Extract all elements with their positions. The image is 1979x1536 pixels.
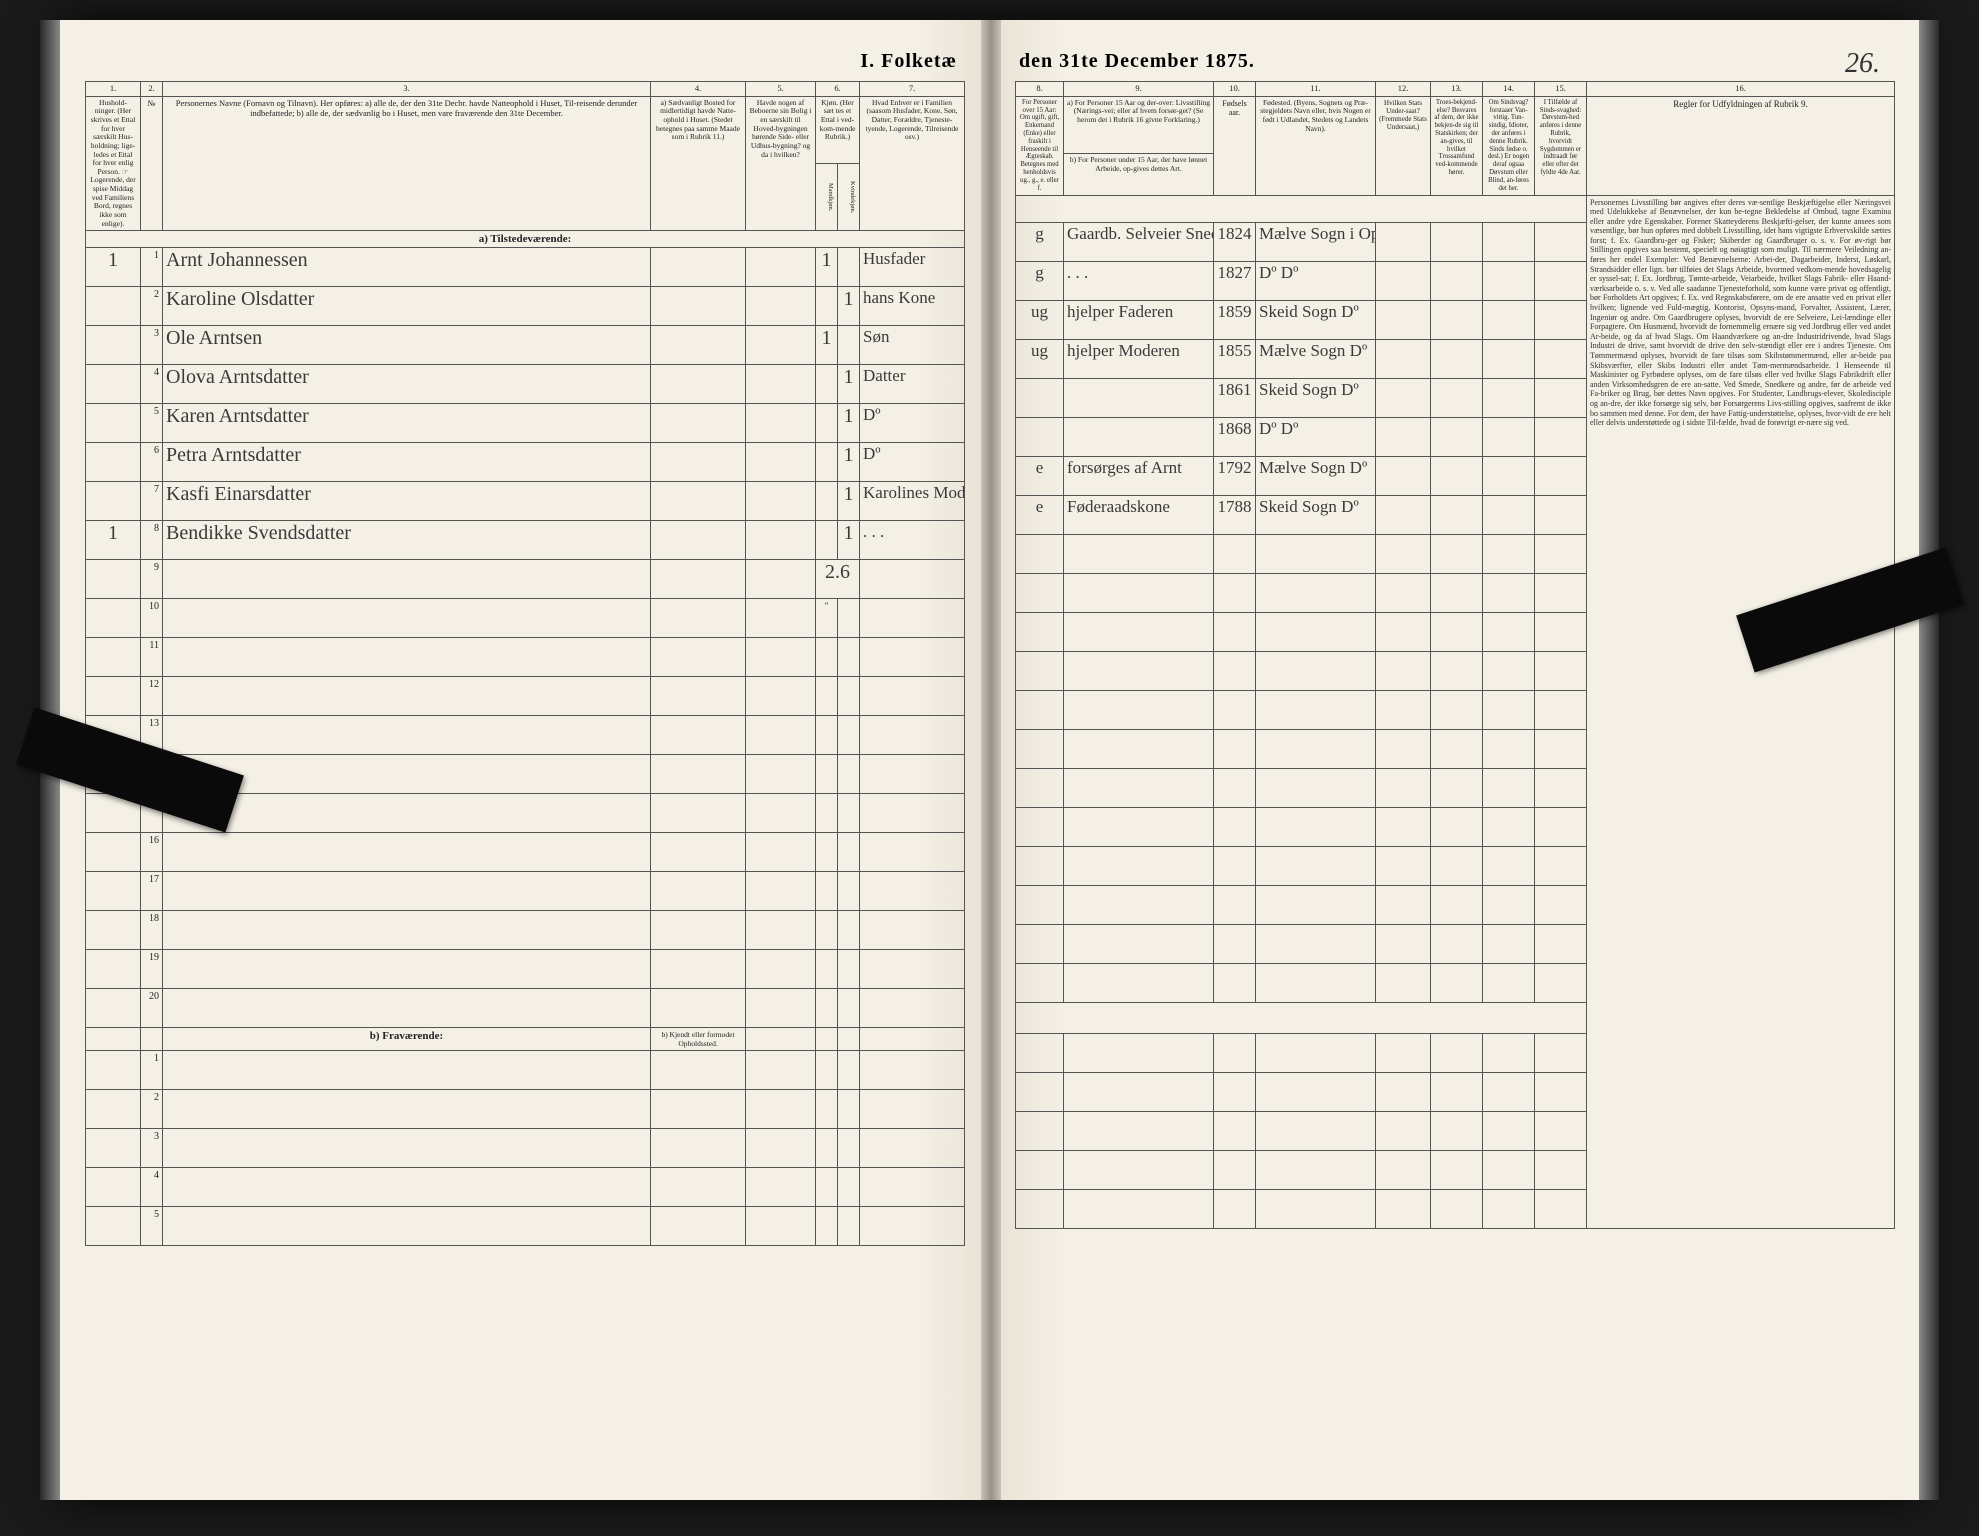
table-row: 19 [86, 950, 965, 989]
table-row: 1 1 Arnt Johannessen 1 Husfader [86, 248, 965, 287]
hdr-kjon: Kjøn. (Her sæt tes et Ettal i ved-kom-me… [816, 96, 860, 163]
page-number: 26. [1845, 48, 1880, 80]
hdr-household: Hushold- ninger. (Her skrives et Ettal f… [86, 96, 141, 230]
table-row: 12 [86, 677, 965, 716]
table-row: 1 [86, 1051, 965, 1090]
table-row: 10" [86, 599, 965, 638]
hdr-livsstilling-b: b) For Personer under 15 Aar, der have l… [1064, 154, 1214, 195]
right-page: 26. den 31te December 1875. 8. 9. 10. 11… [990, 20, 1920, 1500]
table-row: 3 Ole Arntsen 1 Søn [86, 326, 965, 365]
section-b-row: b) Fraværende: b) Kjendt eller formodet … [86, 1028, 965, 1051]
hdr-num: № [141, 96, 163, 230]
census-table-left: 1. 2. 3. 4. 5. 6. 7. Hushold- ninger. (H… [85, 81, 965, 1246]
table-row: 6 Petra Arntsdatter 1 Dº [86, 443, 965, 482]
hdr-marital: For Personer over 15 Aar: Om ugift, gift… [1016, 96, 1064, 195]
hdr-kvinde: Kvindekjøn. [838, 164, 860, 231]
table-row: 18 [86, 911, 965, 950]
table-row: 2 [86, 1090, 965, 1129]
hdr-regler: Regler for Udfyldningen af Rubrik 9. [1587, 96, 1895, 195]
census-ledger-spread: I. Folketæ 1. 2. 3. 4. 5. 6. 7. [60, 20, 1920, 1500]
hdr-familie: Hvad Enhver er i Familien (saasom Husfad… [860, 96, 965, 230]
table-row: 4 Olova Arntsdatter 1 Datter [86, 365, 965, 404]
header-row: For Personer over 15 Aar: Om ugift, gift… [1016, 96, 1895, 153]
table-row: 2 Karoline Olsdatter 1 hans Kone [86, 287, 965, 326]
rules-text: Personernes Livsstilling bør angives eft… [1587, 195, 1895, 1228]
hdr-livsstilling-a: a) For Personer 15 Aar og der-over: Livs… [1064, 96, 1214, 153]
title-left: I. Folketæ [85, 50, 965, 73]
hdr-sindsvaghed: I Tilfælde af Sinds-svaghed: Døvstum-hed… [1535, 96, 1587, 195]
table-row: 92.6 [86, 560, 965, 599]
table-row: 20 [86, 989, 965, 1028]
table-row: 1 8 Bendikke Svendsdatter 1 . . . [86, 521, 965, 560]
table-row: 13 [86, 716, 965, 755]
table-row: 5 [86, 1207, 965, 1246]
colnum-row: 1. 2. 3. 4. 5. 6. 7. [86, 82, 965, 97]
hdr-bolig: Havde nogen af Beboerne sin Bolig i en s… [746, 96, 816, 230]
table-row: 4 [86, 1168, 965, 1207]
title-right: den 31te December 1875. [1015, 50, 1895, 73]
table-row: 16 [86, 833, 965, 872]
table-row: 7 Kasfi Einarsdatter 1 Karolines Moder [86, 482, 965, 521]
hdr-fodested: Fødested. (Byens, Sognets og Præ-stegjel… [1256, 96, 1376, 195]
hdr-troes: Troes-bekjend-else? Besvares af dem, der… [1431, 96, 1483, 195]
hdr-names: Personernes Navne (Fornavn og Tilnavn). … [163, 96, 651, 230]
hdr-sindsvag: Om Sindsvag? forstaaer Van-vittig. Tun-s… [1483, 96, 1535, 195]
table-row: 11 [86, 638, 965, 677]
table-row: 5 Karen Arntsdatter 1 Dº [86, 404, 965, 443]
section-a-label: a) Tilstedeværende: [86, 231, 965, 248]
table-row: 3 [86, 1129, 965, 1168]
book-spine [981, 20, 1001, 1500]
hdr-stat: Hvilken Stats Under-saat? (Fremmede Stat… [1376, 96, 1431, 195]
header-row: Hushold- ninger. (Her skrives et Ettal f… [86, 96, 965, 163]
hdr-mand: Mandkjøn. [816, 164, 838, 231]
hdr-bosted: a) Sædvanligt Bosted for midlertidigt ha… [651, 96, 746, 230]
hdr-fodsaar: Fødsels aar. [1214, 96, 1256, 195]
left-page: I. Folketæ 1. 2. 3. 4. 5. 6. 7. [60, 20, 990, 1500]
table-row: 17 [86, 872, 965, 911]
colnum-row: 8. 9. 10. 11. 12. 13. 14. 15. 16. [1016, 82, 1895, 97]
